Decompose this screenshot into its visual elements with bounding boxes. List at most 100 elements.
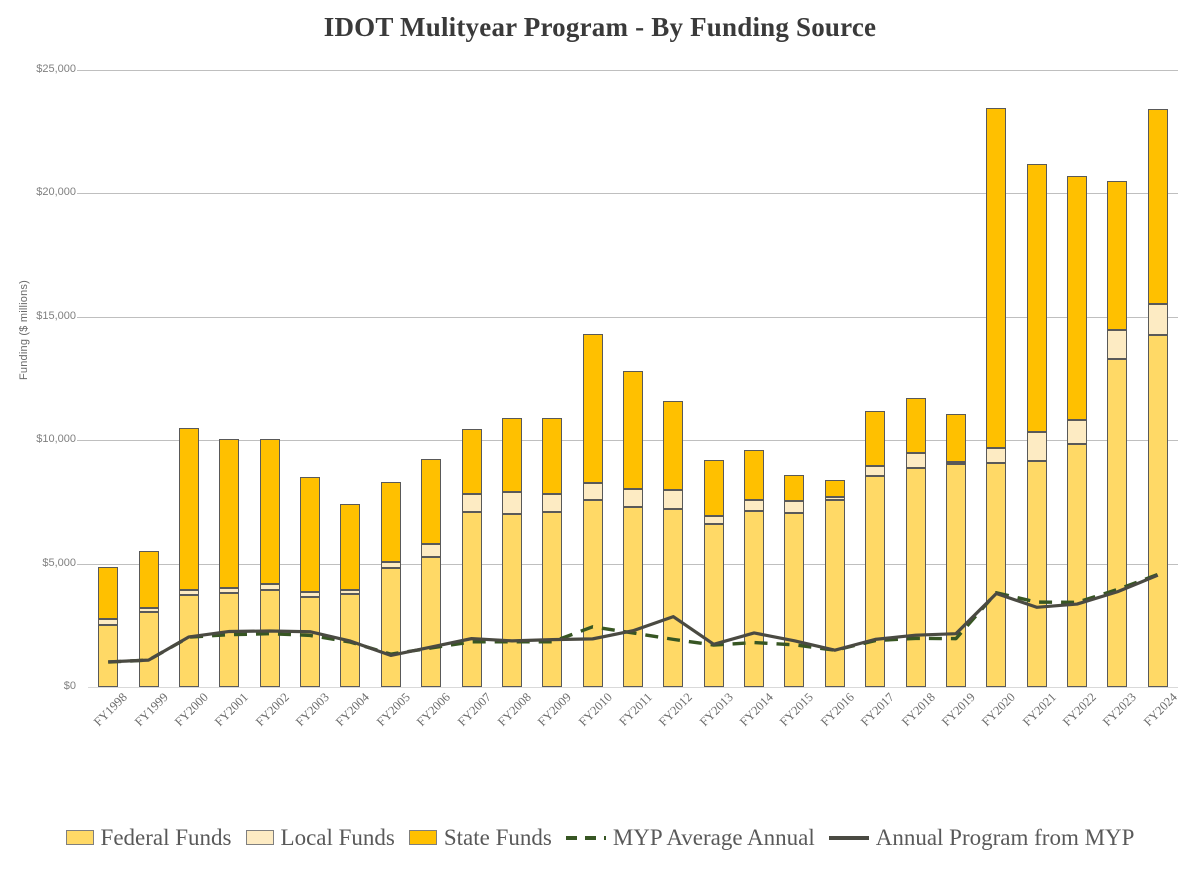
bar-column[interactable] xyxy=(461,70,482,687)
bar-segment[interactable] xyxy=(703,524,724,687)
bar-segment[interactable] xyxy=(824,497,845,500)
bar-segment[interactable] xyxy=(986,447,1007,464)
bar-segment[interactable] xyxy=(623,506,643,687)
bar-segment[interactable] xyxy=(259,589,280,687)
bar-segment[interactable] xyxy=(703,459,724,516)
bar-segment[interactable] xyxy=(138,611,159,687)
bar-column[interactable] xyxy=(945,70,966,687)
bar-segment[interactable] xyxy=(986,463,1007,687)
bar-segment[interactable] xyxy=(501,492,522,514)
bar-column[interactable] xyxy=(259,70,280,687)
bar-column[interactable] xyxy=(784,70,805,687)
bar-segment[interactable] xyxy=(784,500,805,514)
bar-segment[interactable] xyxy=(945,413,966,462)
bar-segment[interactable] xyxy=(138,551,159,608)
bar-segment[interactable] xyxy=(784,474,805,501)
legend-item[interactable]: Annual Program from MYP xyxy=(828,826,1134,849)
bar-segment[interactable] xyxy=(623,371,643,490)
bar-column[interactable] xyxy=(905,70,926,687)
bar-segment[interactable] xyxy=(744,510,765,687)
bar-segment[interactable] xyxy=(1147,303,1168,336)
bar-segment[interactable] xyxy=(98,566,119,620)
bar-segment[interactable] xyxy=(623,489,643,507)
legend-item[interactable]: MYP Average Annual xyxy=(565,826,815,849)
bar-segment[interactable] xyxy=(703,515,724,525)
bar-segment[interactable] xyxy=(824,499,845,687)
bar-segment[interactable] xyxy=(98,619,119,626)
bar-segment[interactable] xyxy=(380,567,401,687)
bar-segment[interactable] xyxy=(340,503,361,590)
bar-column[interactable] xyxy=(380,70,401,687)
bar-segment[interactable] xyxy=(542,494,563,512)
legend-item[interactable]: Federal Funds xyxy=(65,826,232,849)
bar-column[interactable] xyxy=(623,70,643,687)
bar-segment[interactable] xyxy=(178,427,199,590)
bar-column[interactable] xyxy=(340,70,361,687)
bar-column[interactable] xyxy=(582,70,603,687)
bar-segment[interactable] xyxy=(1107,181,1128,330)
bar-segment[interactable] xyxy=(905,468,926,687)
bar-column[interactable] xyxy=(744,70,765,687)
bar-column[interactable] xyxy=(178,70,199,687)
bar-segment[interactable] xyxy=(380,481,401,563)
bar-column[interactable] xyxy=(824,70,845,687)
bar-segment[interactable] xyxy=(1147,335,1168,687)
bar-segment[interactable] xyxy=(945,464,966,687)
bar-segment[interactable] xyxy=(421,459,442,545)
bar-column[interactable] xyxy=(98,70,119,687)
bar-column[interactable] xyxy=(703,70,724,687)
bar-segment[interactable] xyxy=(865,410,886,467)
bar-segment[interactable] xyxy=(542,511,563,687)
legend-item[interactable]: State Funds xyxy=(408,826,552,849)
bar-segment[interactable] xyxy=(380,562,401,568)
bar-column[interactable] xyxy=(865,70,886,687)
bar-segment[interactable] xyxy=(744,500,765,511)
bar-segment[interactable] xyxy=(1026,460,1047,687)
bar-column[interactable] xyxy=(542,70,563,687)
bar-segment[interactable] xyxy=(461,429,482,495)
bar-segment[interactable] xyxy=(663,400,684,490)
bar-segment[interactable] xyxy=(582,482,603,501)
bar-column[interactable] xyxy=(300,70,321,687)
bar-segment[interactable] xyxy=(501,417,522,493)
bar-column[interactable] xyxy=(986,70,1007,687)
bar-segment[interactable] xyxy=(219,439,240,588)
bar-segment[interactable] xyxy=(1067,444,1088,687)
bar-segment[interactable] xyxy=(461,512,482,687)
bar-segment[interactable] xyxy=(461,494,482,513)
bar-segment[interactable] xyxy=(300,476,321,593)
bar-column[interactable] xyxy=(663,70,684,687)
bar-segment[interactable] xyxy=(178,594,199,687)
bar-segment[interactable] xyxy=(1107,359,1128,687)
bar-segment[interactable] xyxy=(98,625,119,687)
bar-column[interactable] xyxy=(1147,70,1168,687)
bar-segment[interactable] xyxy=(582,334,603,483)
bar-segment[interactable] xyxy=(421,544,442,558)
bar-column[interactable] xyxy=(1067,70,1088,687)
bar-segment[interactable] xyxy=(259,584,280,590)
bar-segment[interactable] xyxy=(663,489,684,510)
bar-column[interactable] xyxy=(421,70,442,687)
bar-column[interactable] xyxy=(219,70,240,687)
bar-segment[interactable] xyxy=(865,476,886,687)
bar-segment[interactable] xyxy=(501,513,522,687)
bar-segment[interactable] xyxy=(421,557,442,687)
bar-segment[interactable] xyxy=(340,589,361,595)
bar-segment[interactable] xyxy=(1026,163,1047,433)
bar-segment[interactable] xyxy=(1147,109,1168,304)
bar-column[interactable] xyxy=(138,70,159,687)
bar-column[interactable] xyxy=(501,70,522,687)
bar-segment[interactable] xyxy=(744,450,765,501)
bar-column[interactable] xyxy=(1026,70,1047,687)
bar-segment[interactable] xyxy=(663,509,684,687)
bar-column[interactable] xyxy=(1107,70,1128,687)
bar-segment[interactable] xyxy=(865,466,886,477)
bar-segment[interactable] xyxy=(945,461,966,465)
legend-item[interactable]: Local Funds xyxy=(245,826,395,849)
bar-segment[interactable] xyxy=(1067,419,1088,445)
bar-segment[interactable] xyxy=(542,418,563,495)
bar-segment[interactable] xyxy=(259,439,280,585)
bar-segment[interactable] xyxy=(219,587,240,594)
bar-segment[interactable] xyxy=(1107,329,1128,360)
bar-segment[interactable] xyxy=(824,480,845,498)
